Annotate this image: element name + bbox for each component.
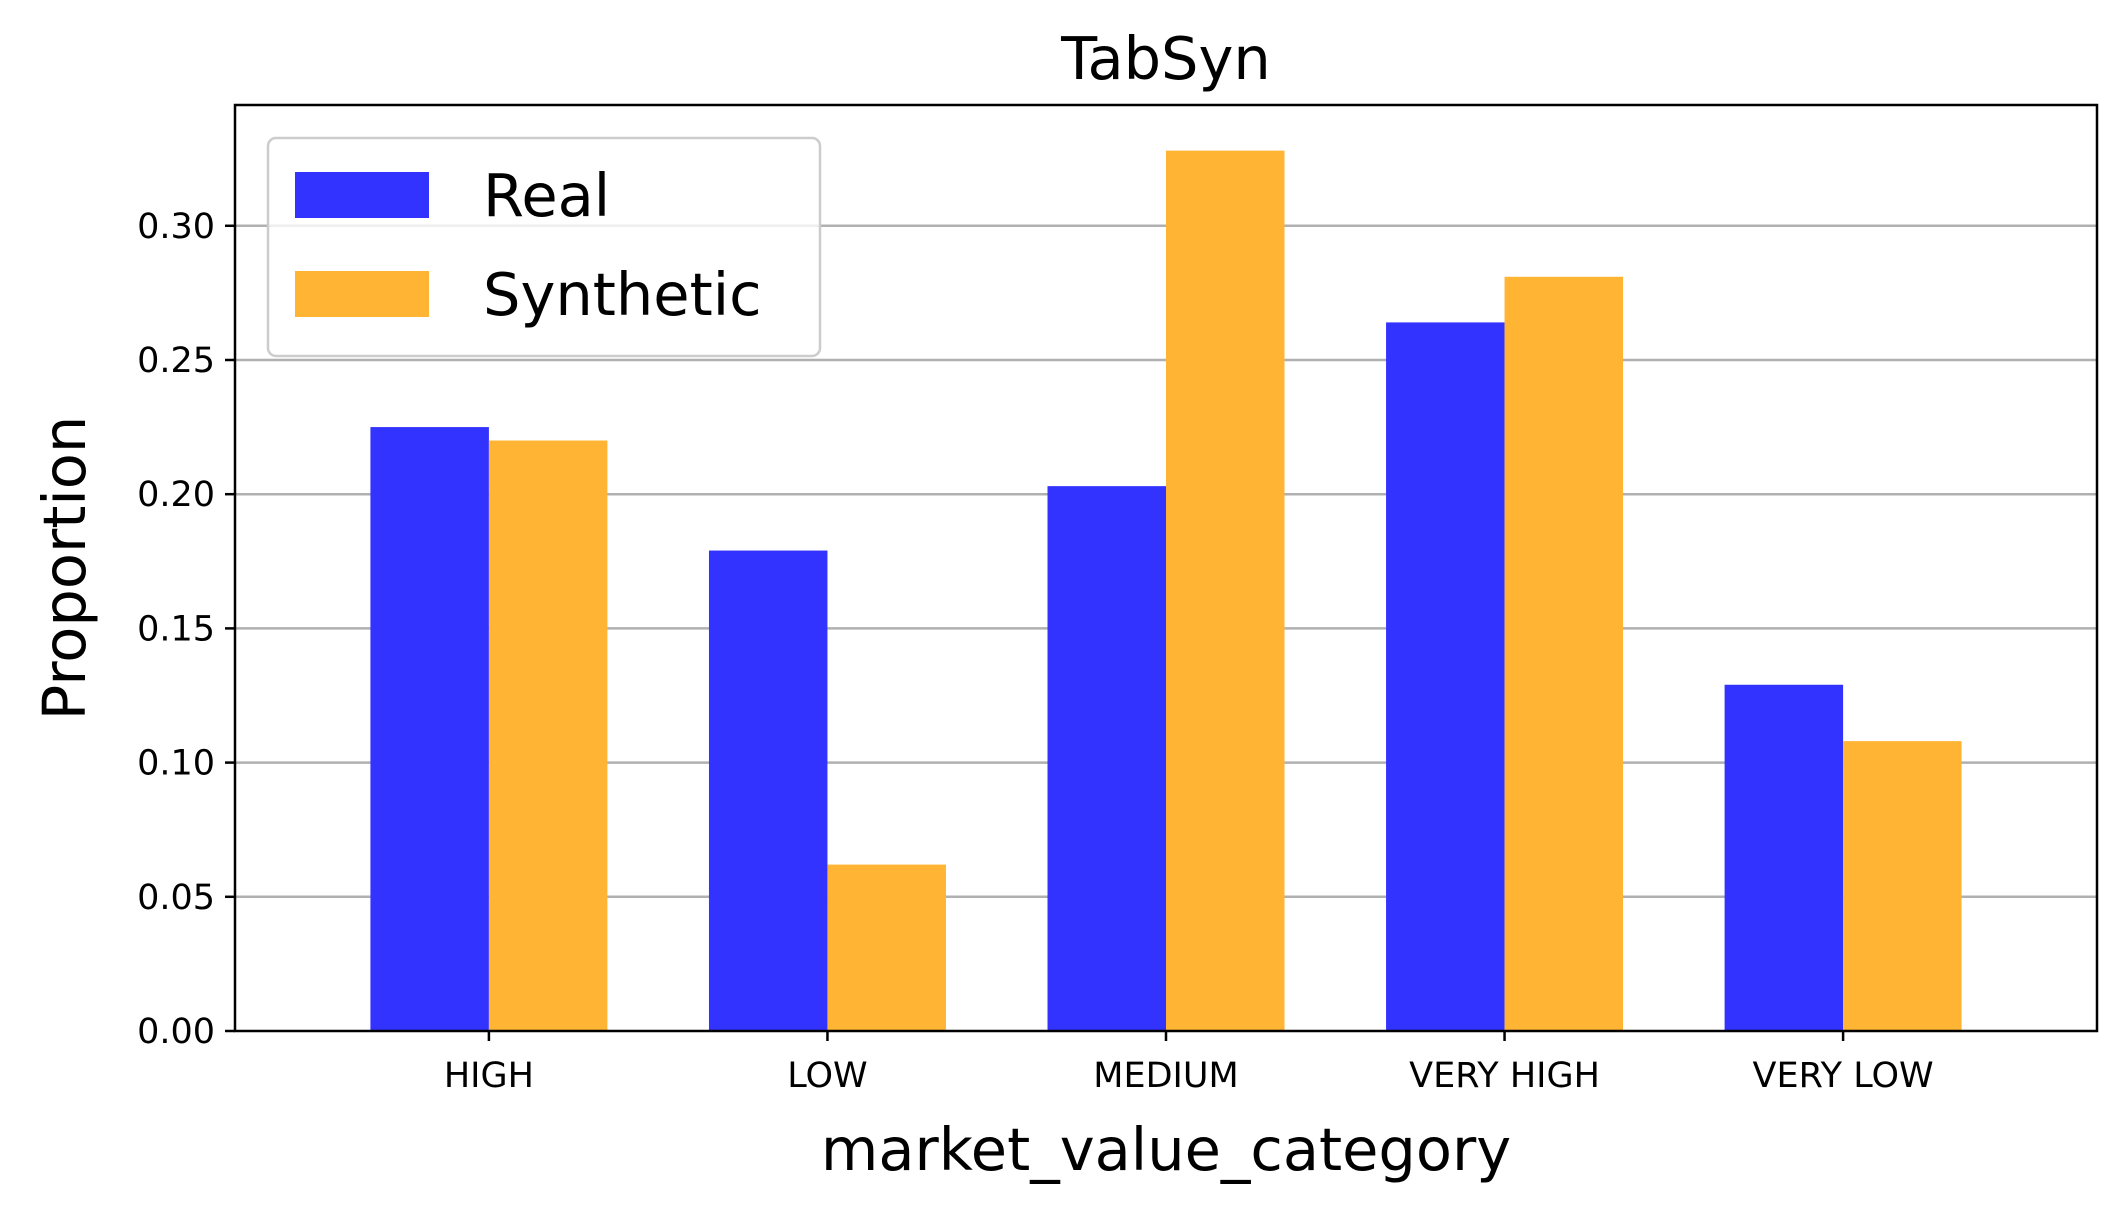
chart-title: TabSyn — [1060, 24, 1271, 93]
y-tick-label: 0.15 — [137, 609, 215, 649]
y-tick-label: 0.10 — [137, 744, 215, 784]
bar-synthetic — [827, 864, 946, 1031]
y-tick-label: 0.25 — [137, 341, 215, 381]
y-axis-ticks: 0.00 0.05 0.10 0.15 0.20 0.25 0.30 — [137, 207, 235, 1052]
bar-synthetic — [488, 440, 608, 1032]
legend-label-real: Real — [483, 161, 610, 230]
x-tick-label: LOW — [787, 1056, 867, 1096]
y-tick-label: 0.30 — [137, 207, 215, 247]
bar-real — [1386, 322, 1505, 1031]
y-tick-label: 0.05 — [137, 878, 215, 918]
legend: Real Synthetic — [266, 136, 822, 358]
x-axis-ticks: HIGH LOW MEDIUM VERY HIGH VERY LOW — [444, 1031, 1934, 1096]
x-axis-label: market_value_category — [821, 1115, 1511, 1184]
y-axis-label: Proportion — [30, 416, 99, 720]
bar-synthetic — [1843, 741, 1962, 1031]
bar-synthetic — [1504, 276, 1624, 1031]
x-tick-label: HIGH — [444, 1056, 534, 1096]
y-tick-label: 0.20 — [137, 475, 215, 515]
bar-real — [1724, 684, 1844, 1031]
x-tick-label: MEDIUM — [1093, 1056, 1238, 1096]
y-tick-label: 0.00 — [137, 1012, 215, 1052]
bar-real — [1047, 486, 1166, 1031]
legend-label-synthetic: Synthetic — [483, 260, 762, 329]
legend-swatch-synthetic — [295, 271, 429, 317]
bar-real — [708, 550, 828, 1031]
x-tick-label: VERY HIGH — [1409, 1056, 1600, 1096]
legend-swatch-real — [295, 172, 429, 218]
bars — [370, 150, 1962, 1032]
bar-synthetic — [1166, 150, 1285, 1032]
x-tick-label: VERY LOW — [1753, 1056, 1934, 1096]
bar-real — [370, 427, 489, 1032]
